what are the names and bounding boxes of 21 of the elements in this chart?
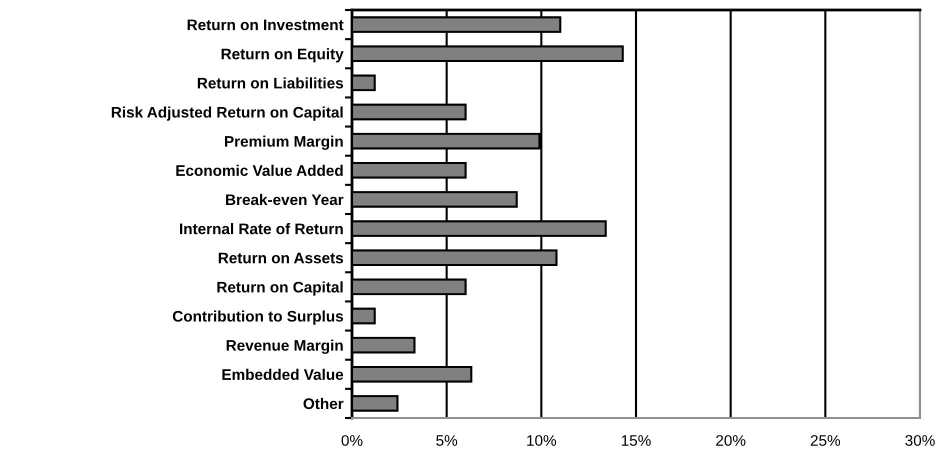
y-tick-label: Return on Capital — [217, 281, 343, 296]
x-tick-label: 0% — [342, 435, 362, 446]
x-tick-label: 5% — [436, 435, 458, 446]
y-tick-label: Internal Rate of Return — [180, 223, 343, 234]
y-tick-label: Return on Assets — [218, 252, 344, 264]
x-tick-label: 25% — [810, 435, 840, 446]
y-tick-label: Return on Liabilities — [198, 77, 344, 89]
y-tick-label: Contribution to Surplus — [172, 310, 344, 325]
y-tick-label: Return on Equity — [222, 48, 344, 62]
y-tick-label: Embedded Value — [222, 368, 344, 380]
y-tick-label: Revenue Margin — [226, 340, 343, 354]
x-tick-label: 15% — [622, 435, 651, 446]
y-tick-label: Break-even Year — [226, 194, 344, 206]
y-tick-label: Other — [304, 398, 344, 410]
y-tick-label: Economic Value Added — [176, 164, 343, 176]
y-tick-label: Premium Margin — [224, 136, 343, 150]
x-tick-label: 10% — [527, 435, 556, 446]
x-tick-label: 20% — [716, 435, 746, 446]
y-tick-label: Return on Investment — [188, 20, 344, 30]
y-tick-label: Risk Adjusted Return on Capital — [112, 106, 343, 121]
x-tick-label: 30% — [905, 435, 935, 446]
